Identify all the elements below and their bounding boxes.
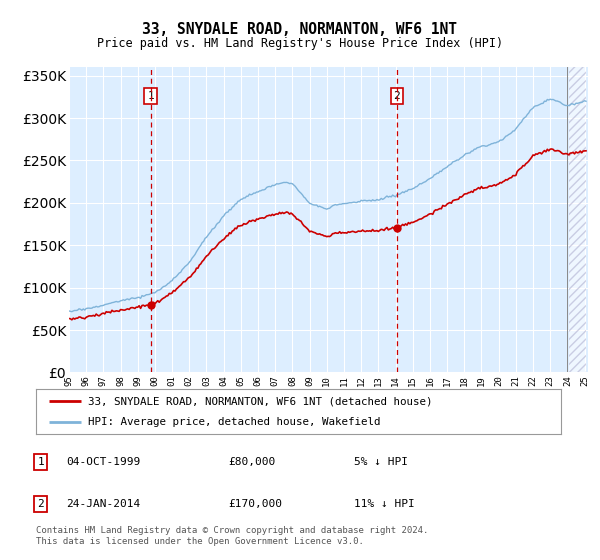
Text: 24-JAN-2014: 24-JAN-2014 — [66, 499, 140, 509]
Text: 2: 2 — [394, 91, 400, 101]
Text: Contains HM Land Registry data © Crown copyright and database right 2024.
This d: Contains HM Land Registry data © Crown c… — [36, 526, 428, 546]
Text: 2: 2 — [37, 499, 44, 509]
Text: HPI: Average price, detached house, Wakefield: HPI: Average price, detached house, Wake… — [89, 417, 381, 427]
Text: £80,000: £80,000 — [228, 457, 275, 467]
Text: 11% ↓ HPI: 11% ↓ HPI — [354, 499, 415, 509]
Text: 1: 1 — [147, 91, 154, 101]
Text: 1: 1 — [37, 457, 44, 467]
Text: £170,000: £170,000 — [228, 499, 282, 509]
Text: 33, SNYDALE ROAD, NORMANTON, WF6 1NT (detached house): 33, SNYDALE ROAD, NORMANTON, WF6 1NT (de… — [89, 396, 433, 407]
Text: Price paid vs. HM Land Registry's House Price Index (HPI): Price paid vs. HM Land Registry's House … — [97, 37, 503, 50]
Text: 33, SNYDALE ROAD, NORMANTON, WF6 1NT: 33, SNYDALE ROAD, NORMANTON, WF6 1NT — [143, 22, 458, 38]
Text: 5% ↓ HPI: 5% ↓ HPI — [354, 457, 408, 467]
Text: 04-OCT-1999: 04-OCT-1999 — [66, 457, 140, 467]
